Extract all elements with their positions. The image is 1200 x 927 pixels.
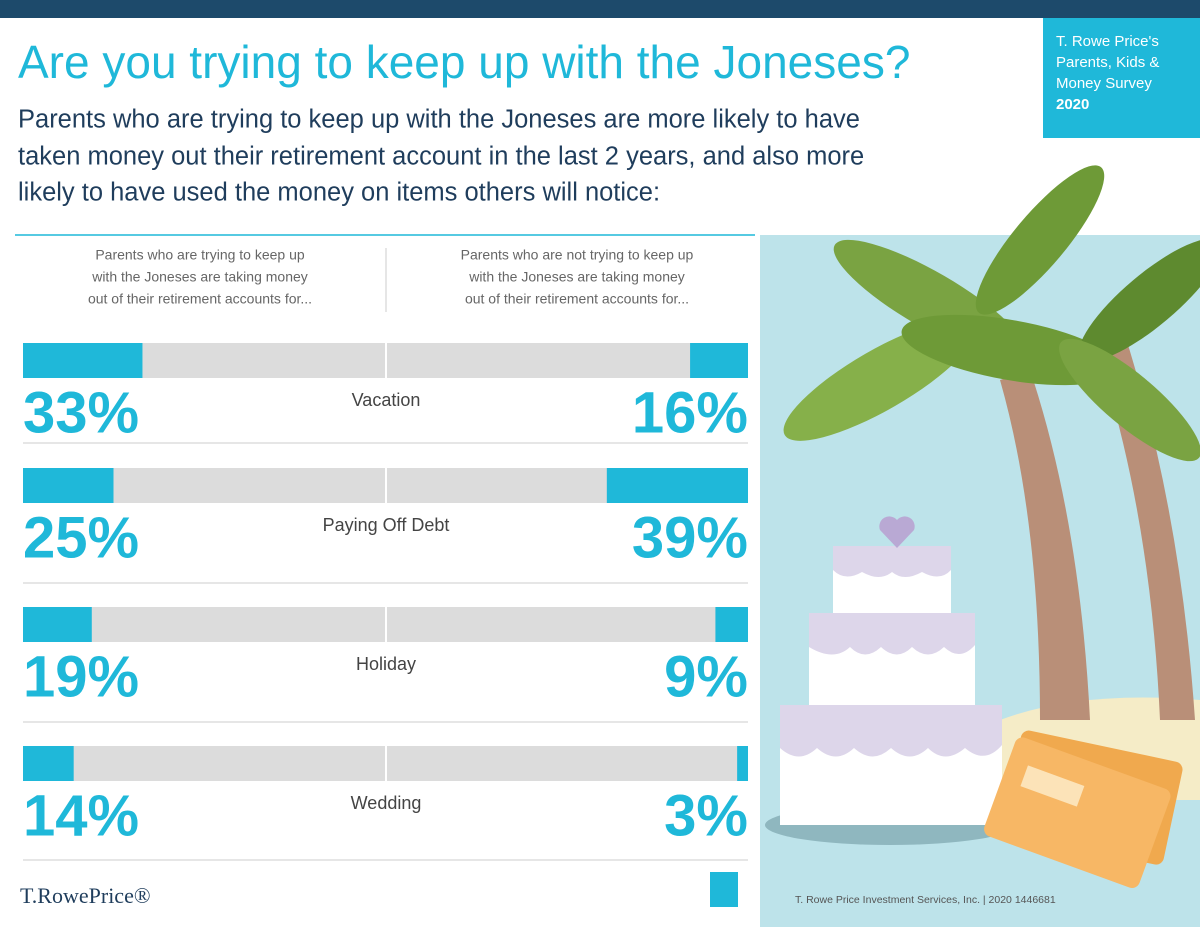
badge-text: Money Survey — [1056, 75, 1152, 92]
subtitle: taken money out their retirement account… — [18, 143, 864, 171]
subtitle: Parents who are trying to keep up with t… — [18, 106, 860, 134]
bar — [606, 468, 748, 503]
subtitle: likely to have used the money on items o… — [18, 179, 660, 207]
column-header: Parents who are not trying to keep up — [461, 247, 694, 263]
bar — [23, 607, 92, 642]
badge — [1043, 18, 1200, 138]
bar-track — [387, 607, 748, 642]
category-label: Paying Off Debt — [323, 515, 450, 535]
bar — [23, 468, 114, 503]
bar — [737, 746, 748, 781]
value-label: 19% — [23, 644, 139, 709]
top-bar — [0, 0, 1200, 18]
value-label: 33% — [23, 380, 139, 445]
value-label: 25% — [23, 505, 139, 570]
value-label: 39% — [632, 505, 748, 570]
column-header: out of their retirement accounts for... — [88, 291, 312, 307]
credit: T. Rowe Price Investment Services, Inc. … — [795, 894, 1056, 906]
bar — [23, 746, 74, 781]
value-label: 14% — [23, 783, 139, 848]
column-header: out of their retirement accounts for... — [465, 291, 689, 307]
category-label: Holiday — [356, 654, 416, 674]
logo: T.RowePrice® — [20, 883, 151, 908]
value-label: 3% — [664, 783, 748, 848]
value-label: 16% — [632, 380, 748, 445]
bar-track — [387, 343, 748, 378]
bar — [690, 343, 748, 378]
bar-track — [387, 746, 748, 781]
bar — [23, 343, 143, 378]
illustration — [760, 165, 1200, 927]
badge-year: 2020 — [1056, 96, 1089, 113]
bar — [715, 607, 748, 642]
value-label: 9% — [664, 644, 748, 709]
category-label: Vacation — [352, 390, 421, 410]
badge-text: T. Rowe Price's — [1056, 33, 1159, 50]
bar-track — [23, 746, 385, 781]
column-header: Parents who are trying to keep up — [95, 247, 305, 263]
badge-text: Parents, Kids & — [1056, 54, 1159, 71]
category-label: Wedding — [351, 793, 422, 813]
logo-icon — [710, 872, 738, 907]
column-header: with the Joneses are taking money — [468, 269, 685, 285]
title: Are you trying to keep up with the Jones… — [18, 36, 910, 88]
column-header: with the Joneses are taking money — [91, 269, 308, 285]
